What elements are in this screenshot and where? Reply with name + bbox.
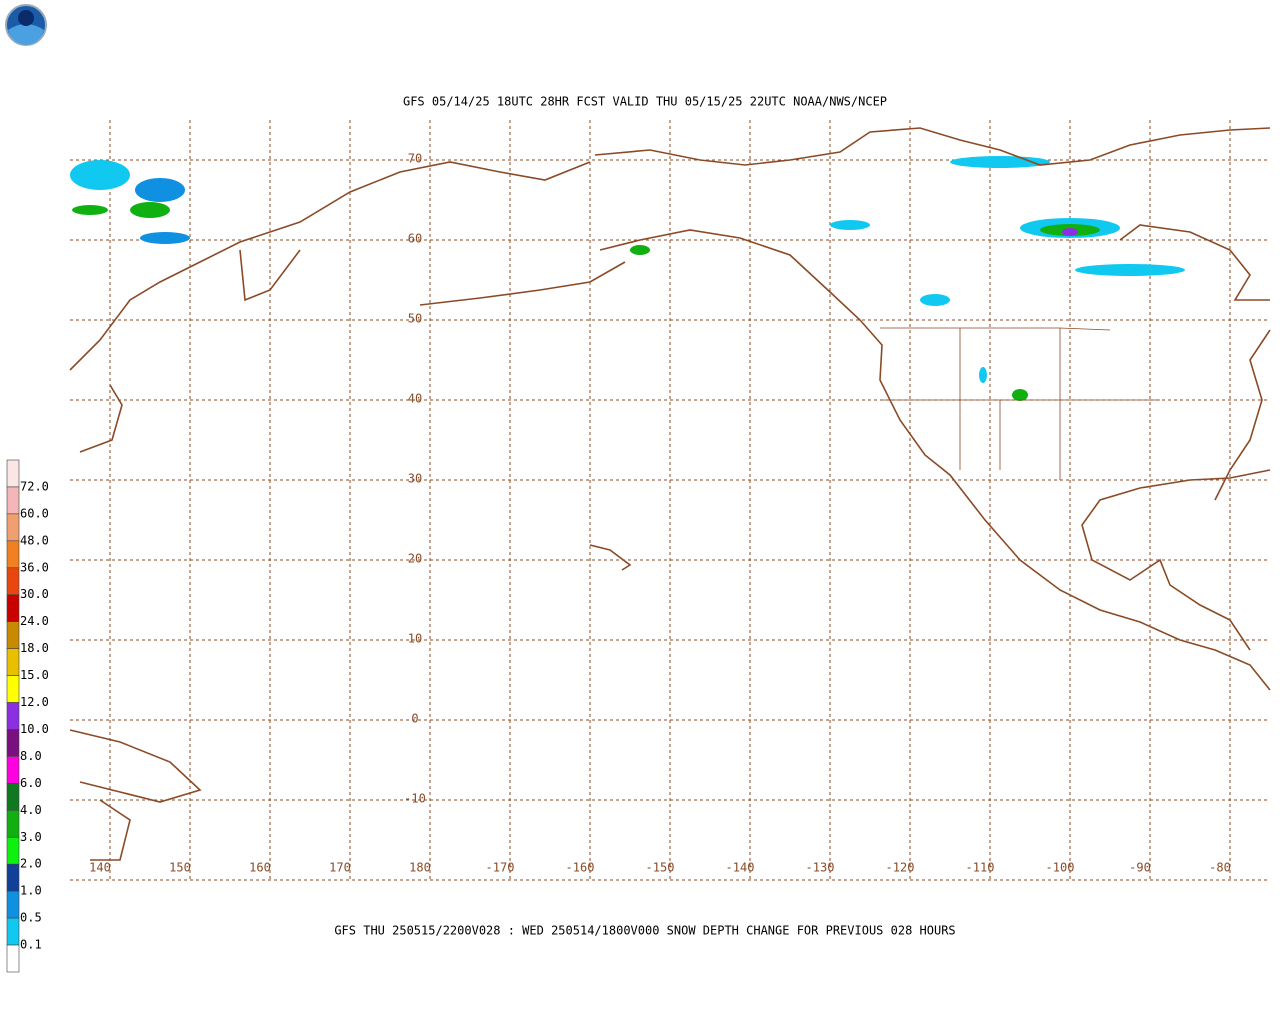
legend-label: 30.0: [20, 587, 49, 601]
legend-swatch: [6, 702, 20, 730]
legend-label: 1.0: [20, 884, 42, 898]
legend-swatch: [6, 890, 20, 919]
legend-label: 24.0: [20, 614, 49, 628]
legend-swatch: [6, 513, 20, 542]
legend-swatch: [6, 729, 20, 757]
lon-label: -110: [966, 861, 995, 875]
lon-label: 160: [249, 861, 271, 875]
legend-label: 60.0: [20, 506, 49, 520]
legend-swatch: [6, 648, 20, 676]
legend-label: 15.0: [20, 668, 49, 682]
lon-label: 150: [169, 861, 191, 875]
legend-label: 4.0: [20, 803, 42, 817]
legend-swatch: [6, 783, 20, 811]
map-title: GFS 05/14/25 18UTC 28HR FCST VALID THU 0…: [403, 95, 887, 109]
legend-swatch: [6, 540, 20, 569]
legend-label: 3.0: [20, 830, 42, 844]
lat-label: 0: [411, 712, 418, 726]
lon-label: 140: [89, 861, 111, 875]
lon-label: -80: [1209, 861, 1231, 875]
legend-swatch: [6, 917, 20, 946]
legend-swatch: [6, 621, 20, 649]
legend-label: 12.0: [20, 695, 49, 709]
lat-label: 30: [408, 472, 422, 486]
lon-label: 170: [329, 861, 351, 875]
legend-label: 18.0: [20, 641, 49, 655]
legend-label: 48.0: [20, 533, 49, 547]
coastlines: [69, 127, 1271, 861]
lat-label: 70: [408, 152, 422, 166]
lon-label: -130: [806, 861, 835, 875]
lon-label: 180: [409, 861, 431, 875]
lat-label: -10: [404, 792, 426, 806]
legend-label: 72.0: [20, 479, 49, 493]
legend-swatch: [6, 567, 20, 596]
legend-swatch: [6, 810, 20, 838]
legend-swatch: [6, 836, 20, 865]
lon-label: -160: [566, 861, 595, 875]
legend-swatch: [6, 756, 20, 784]
legend-label: 36.0: [20, 560, 49, 574]
lon-label: -100: [1046, 861, 1075, 875]
legend-label: 0.5: [20, 911, 42, 925]
legend-swatch: [6, 863, 20, 892]
legend-label: 10.0: [20, 722, 49, 736]
legend-swatch: [6, 486, 20, 515]
legend-label: 2.0: [20, 857, 42, 871]
lon-label: -120: [886, 861, 915, 875]
lat-label: 10: [408, 632, 422, 646]
lat-label: 40: [408, 392, 422, 406]
legend-swatch: [6, 459, 20, 488]
lon-label: -150: [646, 861, 675, 875]
noaa-logo: [5, 4, 47, 46]
graticule: 70 60 50 40 30 20 10 0 -10 140 150 160 170 180 -170 -16…: [70, 120, 1270, 881]
legend-swatch: [6, 675, 20, 703]
legend-label: 8.0: [20, 749, 42, 763]
snow-areas: [70, 156, 1185, 401]
legend-label: 0.1: [20, 938, 42, 952]
lat-label: 60: [408, 232, 422, 246]
lon-label: -140: [726, 861, 755, 875]
legend-swatch: [6, 944, 20, 973]
legend-label: 6.0: [20, 776, 42, 790]
lat-label: 20: [408, 552, 422, 566]
color-legend: 72.0 60.0 48.0 36.0 30.0 24.0 18.0 15.0 12.0 10.0…: [6, 459, 49, 973]
legend-swatch: [6, 594, 20, 622]
lon-label: -90: [1129, 861, 1151, 875]
map-footer: GFS THU 250515/2200V028 : WED 250514/180…: [334, 924, 955, 938]
lon-label: -170: [486, 861, 515, 875]
lat-label: 50: [408, 312, 422, 326]
